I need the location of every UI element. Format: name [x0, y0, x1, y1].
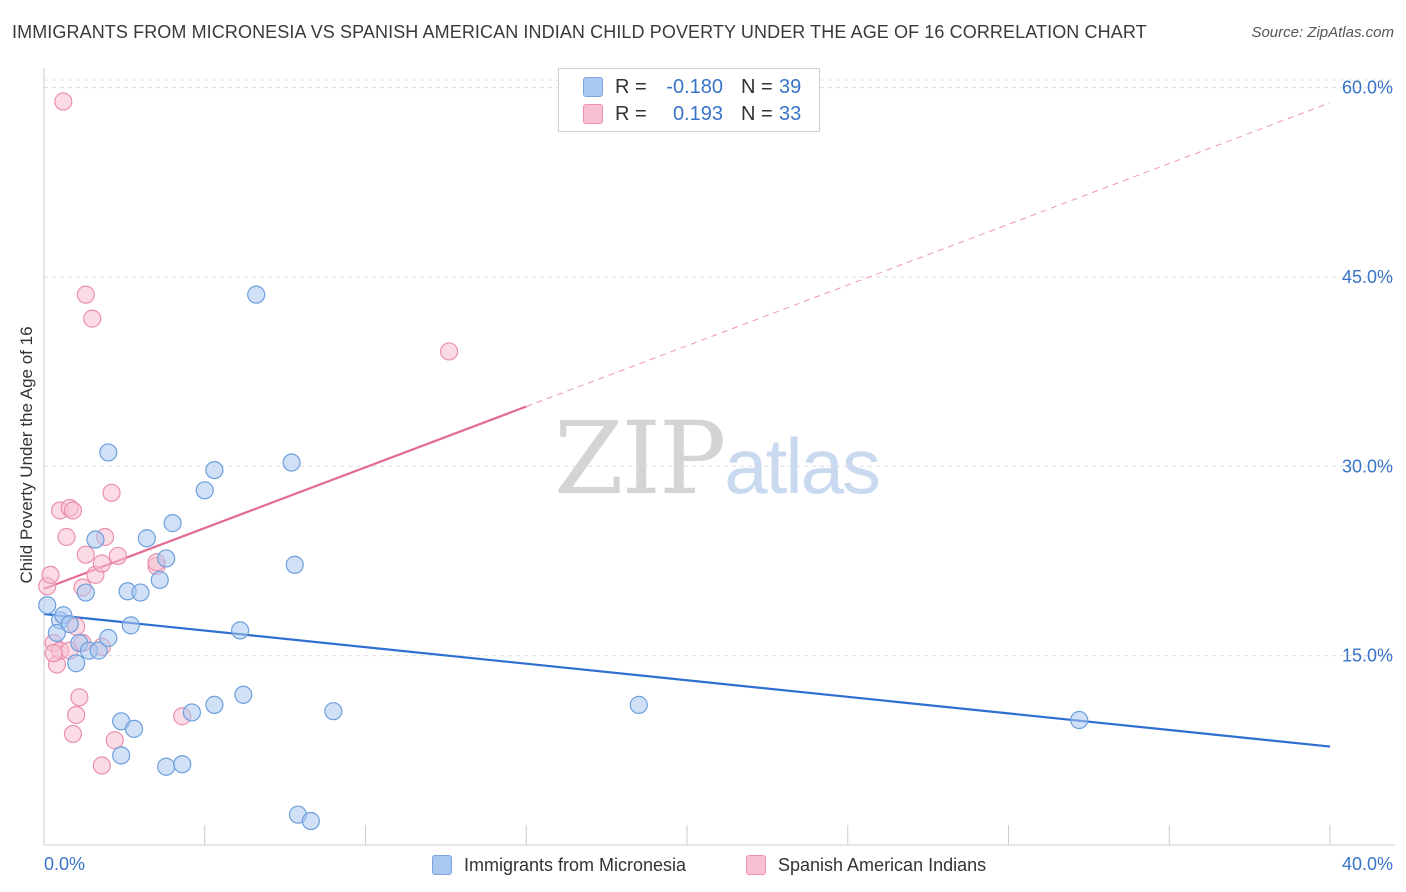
- point-micronesia: [124, 719, 144, 738]
- legend-swatch-micronesia: [583, 77, 603, 97]
- point-micronesia: [99, 443, 118, 462]
- point-micronesia: [182, 703, 201, 722]
- point-micronesia: [121, 616, 140, 635]
- bottom-legend-spanish-american-indians: Spanish American Indians: [746, 852, 986, 878]
- point-micronesia: [205, 695, 224, 714]
- legend-row-spanish-american-indians: R = 0.193 N = 33: [583, 101, 801, 127]
- bottom-legend-label-spanish-american-indians: Spanish American Indians: [778, 854, 987, 875]
- trend-line-dashed: [526, 102, 1331, 407]
- legend-r-label: R =: [615, 102, 647, 125]
- chart-title: IMMIGRANTS FROM MICRONESIA VS SPANISH AM…: [12, 22, 1147, 42]
- trend-lines: [43, 102, 1331, 748]
- point-spanish-american-indians: [439, 342, 459, 361]
- y-tick-label: 30.0%: [1342, 456, 1393, 476]
- point-spanish-american-indians: [54, 92, 73, 111]
- grid-lines: [44, 79, 1395, 657]
- point-spanish-american-indians: [63, 501, 83, 520]
- legend-r-value: -0.180: [666, 75, 723, 98]
- point-micronesia: [137, 529, 156, 548]
- legend-n-label: N =: [741, 102, 773, 125]
- trend-line: [43, 612, 1331, 748]
- point-spanish-american-indians: [63, 724, 83, 744]
- point-micronesia: [112, 746, 131, 765]
- point-micronesia: [301, 811, 320, 831]
- y-tick-label: 60.0%: [1342, 78, 1393, 98]
- legend-n-value: 39: [779, 75, 802, 98]
- point-micronesia: [173, 755, 192, 774]
- legend: R = -0.180 N = 39 R = 0.193 N = 33: [558, 68, 820, 132]
- watermark-zip: ZIP: [554, 400, 726, 517]
- point-micronesia: [285, 555, 304, 574]
- point-spanish-american-indians: [83, 309, 102, 328]
- point-micronesia: [89, 641, 108, 660]
- point-micronesia: [247, 285, 266, 304]
- point-spanish-american-indians: [44, 644, 63, 663]
- point-spanish-american-indians: [70, 688, 89, 707]
- point-spanish-american-indians: [105, 731, 124, 750]
- point-micronesia: [150, 570, 169, 590]
- point-micronesia: [38, 596, 57, 615]
- point-spanish-american-indians: [92, 554, 111, 573]
- legend-n-value: 33: [779, 102, 802, 125]
- data-points: [38, 92, 1089, 831]
- point-micronesia: [157, 549, 176, 568]
- bottom-legend-swatch-micronesia: [432, 855, 452, 875]
- point-spanish-american-indians: [41, 565, 60, 584]
- legend-swatch-spanish-american-indians: [583, 104, 603, 124]
- point-micronesia: [234, 685, 253, 704]
- legend-r-value: 0.193: [672, 102, 723, 125]
- point-spanish-american-indians: [67, 705, 86, 725]
- legend-n-label: N =: [741, 75, 773, 98]
- y-tick-label: 15.0%: [1342, 646, 1393, 666]
- point-spanish-american-indians: [102, 483, 121, 502]
- point-spanish-american-indians: [76, 545, 95, 564]
- point-spanish-american-indians: [108, 546, 128, 566]
- source-label: Source: ZipAtlas.com: [1251, 24, 1394, 41]
- legend-r-label: R =: [615, 75, 647, 98]
- point-micronesia: [76, 583, 95, 602]
- point-micronesia: [163, 514, 182, 533]
- point-micronesia: [86, 530, 105, 549]
- point-spanish-american-indians: [76, 285, 95, 304]
- tick-labels: 15.0% 30.0% 45.0% 60.0% 0.0% 40.0%: [44, 78, 1393, 874]
- point-micronesia: [629, 695, 648, 714]
- point-micronesia: [195, 481, 214, 500]
- point-micronesia: [60, 614, 79, 634]
- bottom-legend-micronesia: Immigrants from Micronesia: [432, 852, 686, 878]
- point-micronesia: [47, 623, 66, 643]
- point-micronesia: [324, 702, 343, 721]
- point-micronesia: [157, 757, 176, 776]
- legend-row-micronesia: R = -0.180 N = 39: [583, 74, 801, 100]
- bottom-legend-label-micronesia: Immigrants from Micronesia: [464, 854, 687, 875]
- point-micronesia: [67, 654, 86, 673]
- point-spanish-american-indians: [57, 527, 76, 547]
- point-micronesia: [231, 621, 250, 640]
- axes: [43, 68, 1395, 846]
- point-micronesia: [282, 453, 301, 472]
- point-micronesia: [99, 628, 118, 648]
- point-spanish-american-indians: [92, 756, 111, 775]
- x-tick-label: 40.0%: [1342, 854, 1393, 874]
- point-micronesia: [1070, 710, 1089, 730]
- point-micronesia: [131, 583, 150, 602]
- x-tick-label: 0.0%: [44, 854, 85, 874]
- bottom-legend-swatch-spanish-american-indians: [746, 855, 766, 875]
- point-micronesia: [205, 460, 224, 480]
- y-tick-label: 45.0%: [1342, 267, 1393, 287]
